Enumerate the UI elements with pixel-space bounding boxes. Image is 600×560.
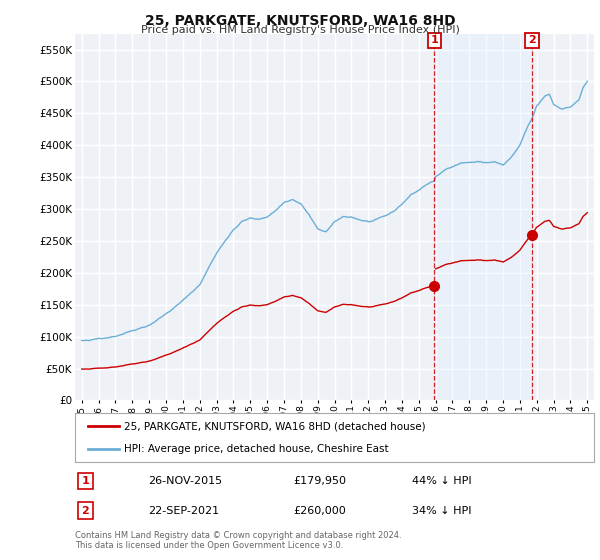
Text: 1: 1: [430, 35, 438, 45]
Text: 22-SEP-2021: 22-SEP-2021: [148, 506, 219, 516]
Text: £179,950: £179,950: [293, 476, 346, 486]
Text: 44% ↓ HPI: 44% ↓ HPI: [412, 476, 472, 486]
Text: 26-NOV-2015: 26-NOV-2015: [148, 476, 222, 486]
Text: 2: 2: [528, 35, 536, 45]
Text: 1: 1: [82, 476, 89, 486]
Text: 25, PARKGATE, KNUTSFORD, WA16 8HD: 25, PARKGATE, KNUTSFORD, WA16 8HD: [145, 14, 455, 28]
Text: Price paid vs. HM Land Registry's House Price Index (HPI): Price paid vs. HM Land Registry's House …: [140, 25, 460, 35]
Text: 34% ↓ HPI: 34% ↓ HPI: [412, 506, 472, 516]
Text: HPI: Average price, detached house, Cheshire East: HPI: Average price, detached house, Ches…: [124, 444, 389, 454]
Text: £260,000: £260,000: [293, 506, 346, 516]
Text: Contains HM Land Registry data © Crown copyright and database right 2024.
This d: Contains HM Land Registry data © Crown c…: [75, 531, 401, 550]
Text: 25, PARKGATE, KNUTSFORD, WA16 8HD (detached house): 25, PARKGATE, KNUTSFORD, WA16 8HD (detac…: [124, 421, 426, 431]
Text: 2: 2: [82, 506, 89, 516]
Bar: [434, 34, 532, 400]
